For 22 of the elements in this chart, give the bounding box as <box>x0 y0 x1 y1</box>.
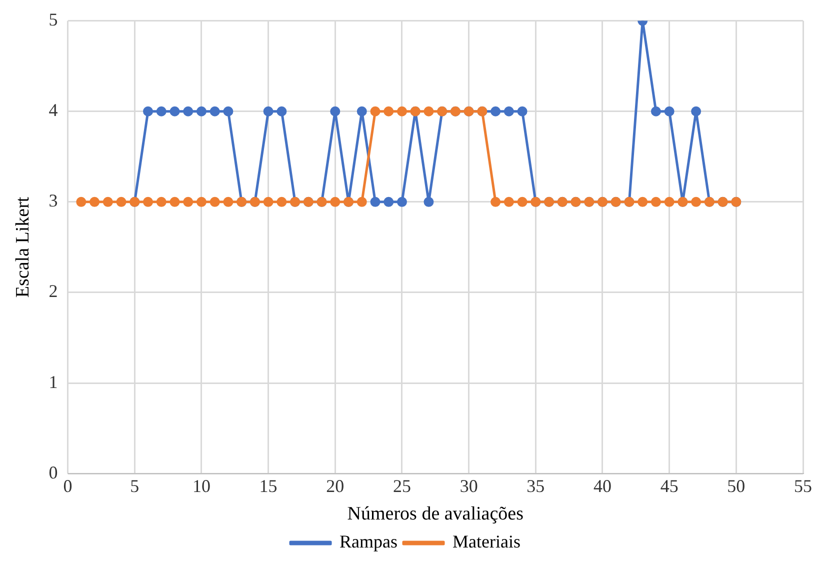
x-tick-label: 55 <box>794 476 812 496</box>
y-tick-label: 2 <box>48 281 58 302</box>
x-tick-label: 20 <box>326 476 344 496</box>
x-tick-label: 50 <box>727 476 746 496</box>
legend-label: Materiais <box>452 532 520 552</box>
x-tick-label: 0 <box>63 476 72 496</box>
y-tick-label: 5 <box>48 10 58 30</box>
x-tick-label: 40 <box>593 476 612 496</box>
x-tick-label: 45 <box>660 476 678 496</box>
x-tick-label: 10 <box>192 476 210 496</box>
x-tick-label: 30 <box>460 476 478 496</box>
x-tick-label: 15 <box>259 476 278 496</box>
y-tick-label: 4 <box>48 100 58 120</box>
y-axis-title: Escala Likert <box>12 196 34 298</box>
y-tick-label: 0 <box>48 462 58 482</box>
x-axis-title: Números de avaliações <box>347 504 524 525</box>
x-tick-label: 25 <box>392 476 411 496</box>
y-tick-label: 3 <box>48 190 58 211</box>
y-tick-label: 1 <box>48 372 58 392</box>
x-tick-label: 35 <box>526 476 545 496</box>
legend-label: Rampas <box>340 532 398 552</box>
x-tick-label: 5 <box>130 476 140 496</box>
